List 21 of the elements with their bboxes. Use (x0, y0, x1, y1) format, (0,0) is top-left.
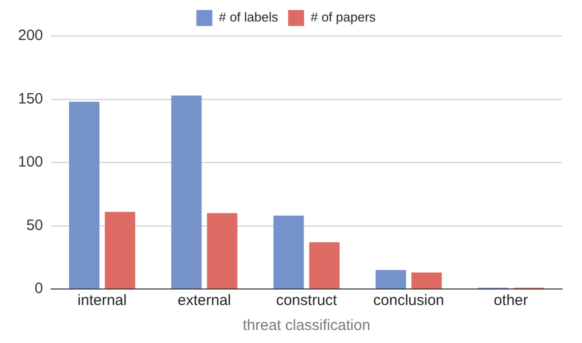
bar (309, 242, 340, 288)
y-tick-label: 100 (18, 154, 44, 171)
bar (207, 213, 238, 288)
y-tick-label: 150 (18, 90, 44, 108)
y-tick-label: 50 (26, 216, 44, 234)
x-tick-label: internal (78, 292, 127, 310)
x-axis-title: threat classification (242, 317, 370, 334)
bar (171, 95, 202, 288)
legend-label: # of labels (218, 10, 279, 25)
x-tick-label: construct (276, 292, 338, 310)
bar (411, 272, 442, 288)
bar (376, 270, 406, 288)
x-tick-label: external (178, 292, 232, 310)
legend-label: # of papers (310, 10, 376, 25)
y-tick-label: 200 (18, 27, 44, 44)
bar (104, 212, 136, 288)
x-tick-label: conclusion (373, 292, 444, 310)
bar (69, 102, 100, 288)
bar (273, 216, 304, 288)
y-tick-label: 0 (34, 280, 44, 298)
x-tick-label: other (494, 292, 528, 310)
